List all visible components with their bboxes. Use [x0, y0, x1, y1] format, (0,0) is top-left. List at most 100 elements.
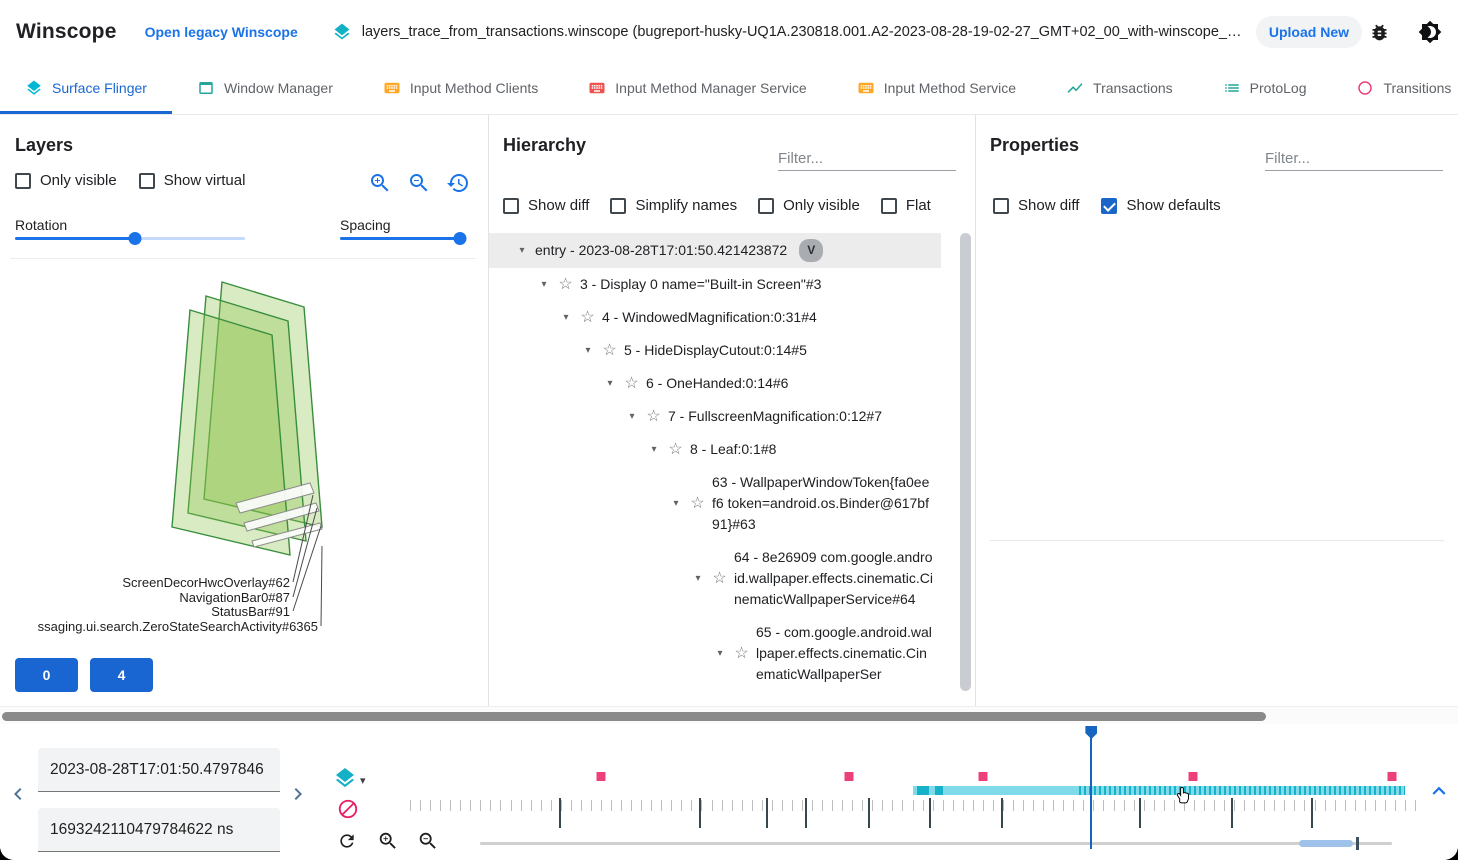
display-id-button[interactable]: 0	[15, 658, 78, 692]
range-handle[interactable]	[1356, 837, 1360, 850]
trace-coverage-band-dense	[1079, 786, 1405, 795]
show-diff-checkbox[interactable]: Show diff	[503, 197, 589, 214]
pin-star-icon[interactable]: ☆	[646, 408, 661, 425]
hierarchy-filter-input[interactable]	[778, 147, 956, 171]
rotation-slider[interactable]	[15, 231, 245, 246]
only-visible-checkbox[interactable]: Only visible	[15, 172, 117, 189]
tree-node[interactable]: ▾ ☆ 8 - Leaf:0:1#8	[489, 433, 941, 466]
event-marker[interactable]	[1188, 772, 1198, 781]
pin-star-icon[interactable]: ☆	[668, 441, 683, 458]
bug-report-icon[interactable]	[1369, 22, 1390, 43]
tab-window-manager[interactable]: Window Manager	[172, 64, 358, 114]
expand-caret[interactable]: ▾	[585, 345, 591, 356]
timestamp-human-field[interactable]: 2023-08-28T17:01:50.4797846	[38, 748, 280, 792]
show-defaults-checkbox[interactable]: Show defaults	[1101, 197, 1221, 214]
tree-node[interactable]: ▾ ☆ 4 - WindowedMagnification:0:31#4	[489, 301, 941, 334]
timestamp-ns-field[interactable]: 1693242110479784622 ns	[38, 808, 280, 852]
tab-label: Input Method Service	[883, 79, 1017, 96]
expand-caret[interactable]: ▾	[717, 648, 723, 659]
zoom-out-icon[interactable]	[407, 171, 431, 195]
collapse-timeline-button[interactable]	[1426, 778, 1452, 804]
slider-thumb[interactable]	[128, 232, 142, 245]
expand-caret[interactable]: ▾	[607, 378, 613, 389]
reset-view-icon[interactable]	[446, 171, 470, 195]
hierarchy-scrollbar[interactable]	[960, 233, 971, 695]
tree-node[interactable]: ▾ ☆ 63 - WallpaperWindowToken{fa0eef6 toke…	[489, 466, 941, 541]
tree-node-label: 6 - OneHanded:0:14#6	[646, 375, 789, 391]
display-id-button[interactable]: 4	[90, 658, 153, 692]
range-highlight[interactable]	[1298, 840, 1353, 847]
keyboard-icon	[383, 79, 401, 97]
refresh-icon[interactable]	[337, 831, 357, 851]
zoom-in-icon[interactable]	[377, 830, 399, 852]
tab-input-method-clients[interactable]: Input Method Clients	[358, 64, 563, 114]
pin-star-icon[interactable]: ☆	[734, 645, 749, 662]
pin-star-icon[interactable]: ☆	[580, 309, 595, 326]
event-marker[interactable]	[1387, 772, 1397, 781]
show-virtual-checkbox[interactable]: Show virtual	[138, 172, 245, 189]
upload-new-button[interactable]: Upload New	[1255, 16, 1362, 48]
tab-label: Input Method Clients	[409, 79, 539, 96]
tab-surface-flinger[interactable]: Surface Flinger	[0, 64, 172, 114]
expand-caret[interactable]: ▾	[673, 498, 679, 509]
show-diff-checkbox[interactable]: Show diff	[993, 197, 1079, 214]
keyboard-icon	[857, 79, 875, 97]
timeline-range-slider[interactable]	[480, 837, 1392, 850]
expand-caret[interactable]: ▾	[519, 245, 525, 256]
pin-star-icon[interactable]: ☆	[558, 276, 573, 293]
tree-node[interactable]: ▾ ☆ 7 - FullscreenMagnification:0:12#7	[489, 400, 941, 433]
only-visible-checkbox[interactable]: Only visible	[758, 197, 860, 214]
spacing-slider[interactable]	[340, 231, 467, 246]
tree-node[interactable]: ▾ ☆ 3 - Display 0 name="Built-in Screen"#3	[489, 268, 941, 301]
open-legacy-link[interactable]: Open legacy Winscope	[144, 24, 298, 40]
previous-entry-button[interactable]	[6, 782, 30, 806]
expand-caret[interactable]: ▾	[541, 279, 547, 290]
expand-caret[interactable]: ▾	[695, 573, 701, 584]
layers-3d-view[interactable]: ScreenDecorHwcOverlay#62 NavigationBar0#…	[0, 265, 480, 655]
tab-input-method-service[interactable]: Input Method Service	[832, 64, 1041, 114]
properties-filter-input[interactable]	[1265, 147, 1443, 171]
zoom-out-icon[interactable]	[417, 830, 439, 852]
hierarchy-panel: Hierarchy Show diff Simplify names Only …	[488, 115, 975, 706]
slider-thumb[interactable]	[453, 232, 467, 245]
expand-caret[interactable]: ▾	[651, 444, 657, 455]
main-horizontal-scrollbar[interactable]	[0, 706, 1458, 724]
app-title: Winscope	[16, 20, 117, 43]
tree-node[interactable]: ▾ ☆ 6 - OneHanded:0:14#6	[489, 367, 941, 400]
timeline-ruler[interactable]	[410, 727, 1416, 849]
tab-input-method-manager-service[interactable]: Input Method Manager Service	[563, 64, 831, 114]
flat-checkbox[interactable]: Flat	[880, 197, 931, 214]
block-icon[interactable]	[337, 798, 359, 820]
list-icon	[1223, 79, 1241, 97]
checkbox-box	[758, 197, 775, 214]
properties-panel: Properties Show diff Show defaults	[975, 115, 1458, 706]
expand-caret[interactable]: ▾	[563, 312, 569, 323]
tree-node[interactable]: ▾ ☆ 5 - HideDisplayCutout:0:14#5	[489, 334, 941, 367]
event-marker[interactable]	[844, 772, 854, 781]
timeline-panel: 2023-08-28T17:01:50.4797846 169324211047…	[0, 724, 1458, 860]
tree-node[interactable]: ▾ ☆ 65 - com.google.android.wallpaper.effe…	[489, 616, 941, 691]
event-marker[interactable]	[978, 772, 988, 781]
pin-star-icon[interactable]: ☆	[624, 375, 639, 392]
3d-view-controls	[368, 171, 470, 195]
timeline-cursor[interactable]	[1090, 727, 1093, 849]
pin-star-icon[interactable]: ☆	[602, 342, 617, 359]
pin-star-icon[interactable]: ☆	[690, 495, 705, 512]
simplify-names-checkbox[interactable]: Simplify names	[610, 197, 737, 214]
event-marker[interactable]	[596, 772, 606, 781]
chevron-down-icon[interactable]: ▾	[360, 775, 366, 787]
dark-mode-icon[interactable]	[1418, 20, 1442, 44]
tab-protolog[interactable]: ProtoLog	[1198, 64, 1332, 114]
main-content: Layers Only visible Show virtual	[0, 115, 1458, 706]
scrollbar-thumb[interactable]	[2, 712, 1266, 721]
pin-star-icon[interactable]: ☆	[712, 570, 727, 587]
layers-panel: Layers Only visible Show virtual	[0, 115, 488, 706]
tree-node[interactable]: ▾ entry - 2023-08-28T17:01:50.421423872 V	[489, 233, 941, 268]
next-entry-button[interactable]	[286, 782, 310, 806]
expand-caret[interactable]: ▾	[629, 411, 635, 422]
tab-transitions[interactable]: Transitions	[1331, 64, 1458, 114]
tab-transactions[interactable]: Transactions	[1041, 64, 1198, 114]
zoom-in-icon[interactable]	[368, 171, 392, 195]
layers-icon[interactable]	[333, 766, 357, 790]
tree-node[interactable]: ▾ ☆ 64 - 8e26909 com.google.android.wallpa…	[489, 541, 941, 616]
